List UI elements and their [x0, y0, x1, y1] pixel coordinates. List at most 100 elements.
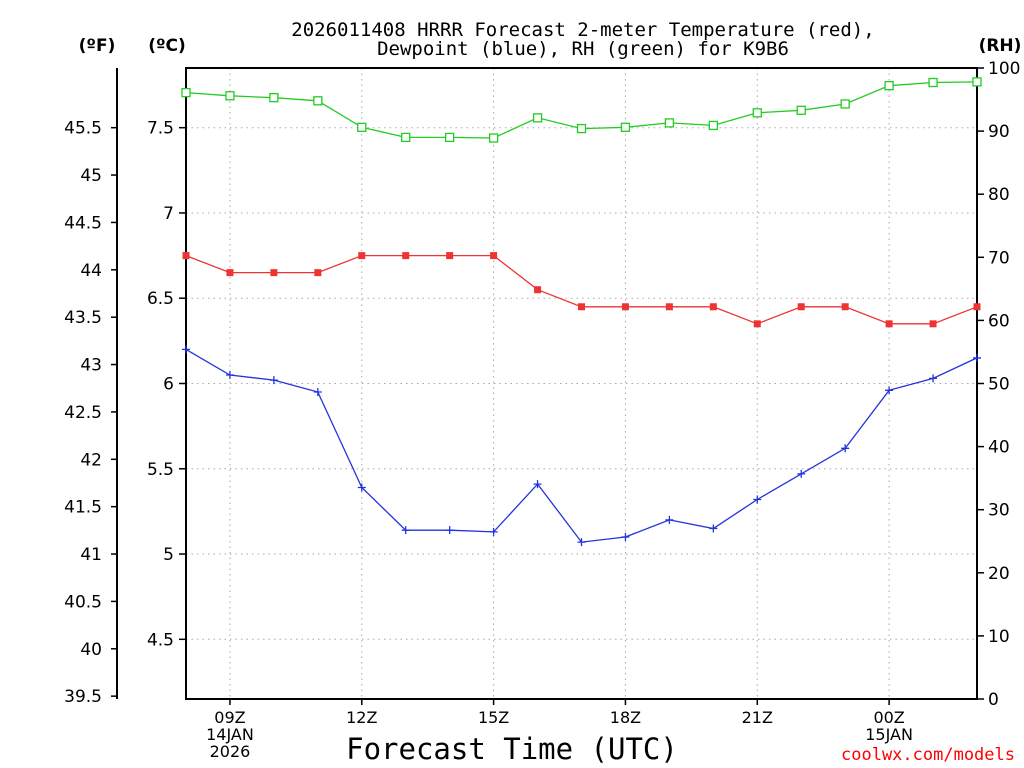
2-meter-temperature-series — [182, 252, 981, 328]
time-tick-label: 12Z — [346, 708, 377, 727]
dewpoint-point — [445, 526, 454, 535]
dewpoint-point — [269, 376, 278, 385]
2-meter-temperature-line — [185, 254, 978, 325]
dewpoint-point — [665, 515, 674, 524]
rh-tick-label: 90 — [988, 122, 1010, 142]
2-meter-temperature-point — [621, 303, 629, 311]
dewpoint-point — [973, 353, 981, 362]
rh-point — [796, 105, 806, 115]
rh-point — [445, 132, 455, 143]
rh-point — [752, 108, 762, 118]
2-meter-temperature-point — [709, 303, 717, 311]
celsius-tick-label: 5 — [163, 545, 174, 565]
2-meter-temperature-point — [841, 303, 849, 311]
time-tick-label: 09Z — [214, 708, 245, 727]
rh-point — [884, 81, 894, 91]
rh-series — [181, 77, 982, 143]
rh-axis-unit: (RH) — [979, 36, 1022, 56]
rh-tick-label: 40 — [988, 438, 1010, 458]
2-meter-temperature-point — [753, 320, 761, 328]
2-meter-temperature-point — [578, 303, 585, 311]
chart-title: 2026011408 HRRR Forecast 2-meter Tempera… — [291, 19, 874, 60]
celsius-tick-label: 6 — [163, 375, 174, 395]
2-meter-temperature-point — [314, 269, 322, 277]
rh-point — [401, 132, 411, 143]
gridlines — [186, 68, 977, 699]
rh-tick-label: 20 — [988, 564, 1010, 584]
credit-text: coolwx.com/models — [841, 745, 1015, 765]
fahrenheit-tick-label: 39.5 — [64, 687, 102, 707]
rh-point — [664, 118, 675, 128]
rh-point — [313, 96, 323, 106]
rh-point — [181, 87, 191, 98]
dewpoint-point — [489, 527, 498, 536]
fahrenheit-tick-label: 44 — [80, 261, 102, 281]
dewpoint-point — [797, 469, 806, 478]
celsius-axis: 4.5 5 5.5 6 6.5 7 7.5 — [147, 119, 186, 650]
rh-point — [532, 113, 543, 123]
rh-tick-label: 70 — [988, 248, 1010, 268]
dewpoint-point — [709, 524, 718, 533]
2-meter-temperature-point — [797, 303, 805, 311]
rh-point — [708, 120, 718, 131]
rh-point — [620, 122, 631, 132]
fahrenheit-tick-label: 44.5 — [64, 213, 102, 233]
dewpoint-point — [225, 370, 234, 379]
chart-title-line-1: 2026011408 HRRR Forecast 2-meter Tempera… — [291, 19, 874, 41]
rh-tick-label: 60 — [988, 311, 1010, 331]
2-meter-temperature-point — [358, 252, 366, 260]
dewpoint-point — [753, 495, 762, 504]
time-tick-label: 21Z — [742, 708, 773, 727]
time-tick-label: 15JAN — [865, 725, 913, 744]
fahrenheit-tick-label: 45 — [80, 166, 102, 186]
dewpoint-point — [577, 538, 586, 547]
2-meter-temperature-point — [885, 320, 893, 328]
fahrenheit-tick-label: 43.5 — [64, 308, 102, 328]
2-meter-temperature-point — [534, 286, 542, 294]
dewpoint-line — [185, 348, 978, 543]
rh-point — [576, 123, 587, 134]
2-meter-temperature-point — [402, 252, 410, 260]
rh-point — [357, 122, 367, 132]
time-tick-label: 00Z — [873, 708, 904, 727]
celsius-tick-label: 7.5 — [147, 119, 174, 139]
celsius-axis-unit: (ºC) — [148, 36, 186, 56]
dewpoint-series — [182, 345, 981, 547]
2-meter-temperature-point — [270, 269, 278, 277]
dewpoint-point — [533, 480, 542, 489]
rh-tick-label: 10 — [988, 627, 1010, 647]
time-tick-label: 18Z — [610, 708, 641, 727]
rh-point — [488, 133, 499, 143]
2-meter-temperature-point — [446, 252, 454, 260]
chart-title-line-2: Dewpoint (blue), RH (green) for K9B6 — [377, 38, 789, 60]
rh-point — [269, 93, 279, 103]
dewpoint-point — [841, 444, 850, 453]
time-tick-label: 2026 — [210, 742, 251, 761]
fahrenheit-tick-label: 41.5 — [64, 498, 102, 518]
dewpoint-point — [401, 526, 410, 535]
dewpoint-point — [182, 345, 190, 354]
fahrenheit-tick-label: 43 — [80, 356, 102, 376]
rh-point — [928, 77, 938, 88]
dewpoint-point — [357, 483, 366, 492]
2-meter-temperature-point — [490, 252, 498, 260]
celsius-tick-label: 6.5 — [147, 289, 174, 309]
fahrenheit-axis-unit: (ºF) — [79, 36, 116, 56]
fahrenheit-tick-label: 40.5 — [64, 592, 102, 612]
axes — [116, 67, 978, 700]
rh-point — [840, 99, 850, 109]
celsius-tick-label: 5.5 — [147, 460, 174, 480]
fahrenheit-tick-label: 45.5 — [64, 119, 102, 139]
fahrenheit-tick-label: 41 — [80, 545, 102, 565]
2-meter-temperature-point — [973, 303, 981, 311]
dewpoint-point — [885, 386, 894, 395]
fahrenheit-tick-label: 42.5 — [64, 403, 102, 423]
time-tick-label: 14JAN — [206, 725, 254, 744]
dewpoint-point — [313, 388, 322, 397]
rh-tick-label: 50 — [988, 375, 1010, 395]
rh-tick-label: 80 — [988, 185, 1010, 205]
rh-point — [972, 77, 982, 87]
dewpoint-point — [929, 374, 938, 383]
